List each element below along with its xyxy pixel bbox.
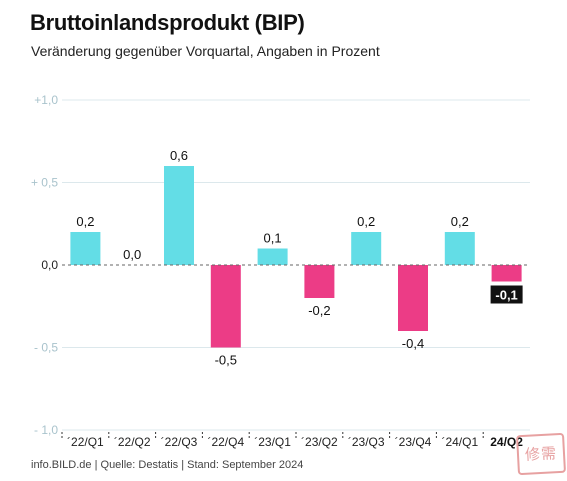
x-tick-label: ´22/Q3 [161,435,198,449]
data-labels: 0,2 0,0 0,6 -0,5 0,1 -0,2 0,2 -0,4 0,2 -0,1 [76,148,523,368]
bar [70,232,101,265]
chart-subtitle: Veränderung gegenüber Vorquartal, Angabe… [31,43,380,59]
data-label: 0,0 [123,247,141,262]
y-tick-label: - 0,5 [34,341,58,355]
bar [444,232,475,265]
bar [304,265,335,298]
x-tick-label: ´24/Q1 [441,435,478,449]
x-tick-label: 24/Q2 [490,435,523,449]
x-tick-label: ´23/Q4 [395,435,432,449]
data-label: -0,2 [308,303,330,318]
data-label: 0,2 [451,214,469,229]
bars [70,166,522,348]
bar [398,265,428,331]
data-label: -0,5 [215,353,237,368]
y-tick-label: +1,0 [34,93,58,107]
watermark-stamp: 修需 [515,432,567,476]
gridlines [62,99,530,431]
data-label: 0,2 [357,214,375,229]
x-axis-ticks: ´22/Q1 ´22/Q2 ´22/Q3 ´22/Q4 ´23/Q1 ´23/Q2 ´23/… [61,432,523,449]
x-tick-label: ´22/Q1 [67,435,104,449]
y-tick-label: - 1,0 [34,423,58,437]
x-tick-label: ´22/Q2 [114,435,151,449]
chart-title: Bruttoinlandsprodukt (BIP) [30,10,305,35]
x-tick-label: ´22/Q4 [207,435,244,449]
data-label: -0,4 [402,336,424,351]
x-tick-label: ´23/Q2 [301,435,338,449]
bar [491,265,522,282]
bar [351,232,382,265]
bar [210,265,241,348]
y-tick-label: 0,0 [41,258,58,272]
source-footer: info.BILD.de | Quelle: Destatis | Stand:… [31,459,304,471]
bar [257,248,288,265]
bar [164,166,194,265]
data-label: -0,1 [495,288,517,303]
x-tick-label: ´23/Q1 [254,435,291,449]
y-axis-ticks: +1,0 + 0,5 0,0 - 0,5 - 1,0 [31,93,58,437]
data-label: 0,6 [170,148,188,163]
x-tick-label: ´23/Q3 [348,435,385,449]
data-label: 0,2 [76,214,94,229]
data-label: 0,1 [264,231,282,246]
highlight-label-bg [490,285,523,304]
y-tick-label: + 0,5 [31,176,58,190]
